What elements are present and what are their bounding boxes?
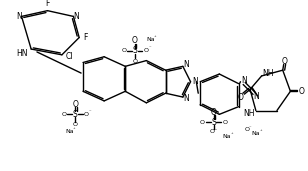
Text: O: O [121, 48, 126, 54]
Text: O: O [84, 112, 89, 117]
Text: S: S [211, 117, 216, 127]
Text: N: N [16, 12, 22, 21]
Text: N: N [192, 77, 198, 86]
Text: O: O [62, 112, 67, 117]
Text: O: O [223, 120, 228, 124]
Text: Cl: Cl [66, 52, 73, 61]
Text: O: O [73, 122, 78, 127]
Text: ⁺: ⁺ [259, 129, 262, 134]
Text: O: O [237, 93, 243, 102]
Text: Na: Na [223, 134, 231, 139]
Text: N: N [253, 92, 259, 101]
Text: ⁻: ⁻ [89, 109, 91, 114]
Text: N: N [183, 60, 188, 69]
Text: Na: Na [65, 129, 74, 134]
Text: ⁺: ⁺ [73, 127, 76, 132]
Text: NH: NH [243, 109, 255, 118]
Text: Na: Na [146, 37, 155, 42]
Text: O: O [211, 108, 217, 117]
Text: O: O [200, 120, 205, 124]
Text: N: N [73, 12, 79, 21]
Text: O: O [245, 127, 250, 132]
Text: F: F [45, 0, 50, 8]
Text: F: F [84, 33, 88, 42]
Text: ⁺: ⁺ [230, 132, 233, 137]
Text: N: N [241, 76, 247, 85]
Text: O: O [72, 100, 78, 109]
Text: O⁻: O⁻ [209, 129, 218, 134]
Text: HN: HN [16, 49, 27, 58]
Text: ⁻: ⁻ [249, 125, 251, 130]
Text: O: O [132, 58, 137, 64]
Text: ⁻: ⁻ [148, 46, 151, 51]
Text: O: O [144, 48, 148, 54]
Text: S: S [132, 47, 137, 55]
Text: N: N [183, 95, 188, 103]
Text: NH: NH [263, 69, 274, 78]
Text: S: S [73, 110, 78, 119]
Text: ⁺: ⁺ [154, 35, 156, 40]
Text: O: O [132, 36, 138, 45]
Text: O: O [299, 87, 305, 96]
Text: O: O [282, 57, 288, 66]
Text: Na: Na [252, 131, 260, 136]
